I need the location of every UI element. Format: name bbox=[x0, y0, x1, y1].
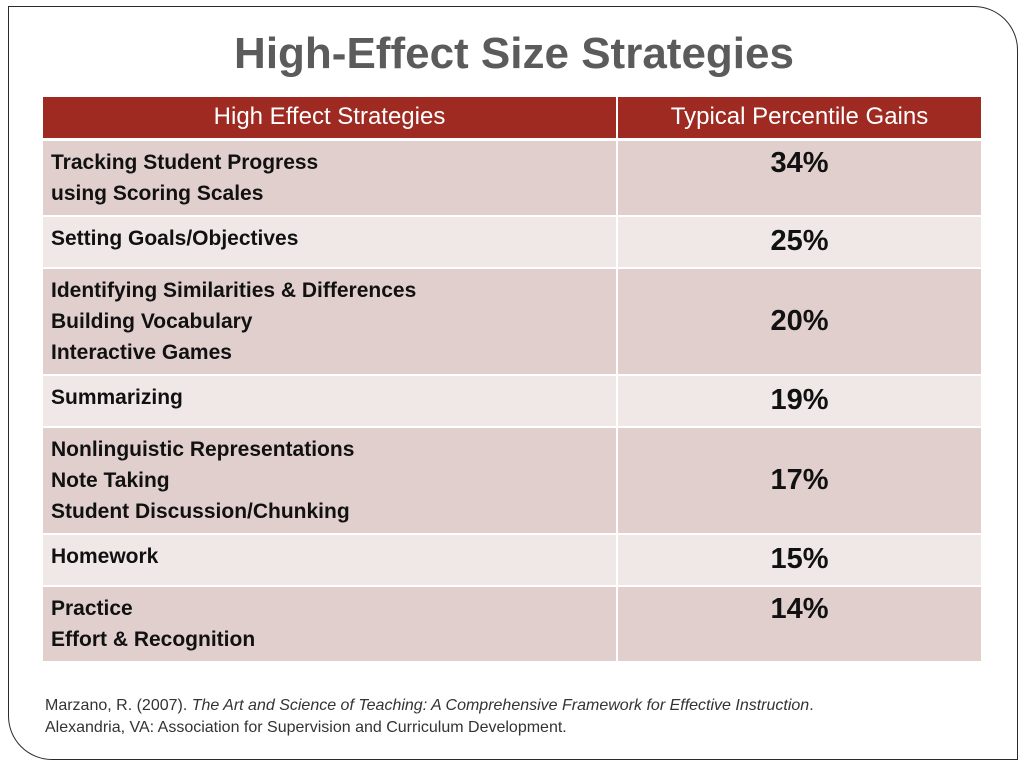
gain-cell: 17% bbox=[617, 425, 981, 534]
strategy-line: Note Taking bbox=[51, 468, 170, 492]
strategy-line: Nonlinguistic Representations bbox=[51, 437, 355, 461]
table-header-row: High Effect Strategies Typical Percentil… bbox=[43, 97, 981, 141]
table-row: Practice Effort & Recognition 14% bbox=[43, 584, 981, 661]
strategy-line: Effort & Recognition bbox=[51, 627, 256, 651]
strategy-line: Summarizing bbox=[51, 385, 183, 409]
strategy-line: Interactive Games bbox=[51, 340, 232, 364]
citation-author: Marzano, R. (2007). bbox=[45, 697, 192, 714]
slide-title: High-Effect Size Strategies bbox=[234, 29, 794, 78]
citation: Marzano, R. (2007). The Art and Science … bbox=[45, 695, 1005, 739]
table-row: Nonlinguistic Representations Note Takin… bbox=[43, 425, 981, 534]
strategy-line: Student Discussion/Chunking bbox=[51, 499, 350, 523]
table-row: Summarizing 19% bbox=[43, 373, 981, 427]
citation-after-work: . bbox=[809, 697, 814, 714]
gain-cell: 15% bbox=[617, 532, 981, 586]
gain-cell: 14% bbox=[617, 584, 981, 661]
gain-cell: 25% bbox=[617, 214, 981, 268]
strategy-line: Practice bbox=[51, 596, 133, 620]
citation-work: The Art and Science of Teaching: A Compr… bbox=[191, 697, 810, 714]
strategy-line: Building Vocabulary bbox=[51, 309, 253, 333]
header-gains: Typical Percentile Gains bbox=[617, 97, 981, 141]
gain-cell: 34% bbox=[617, 138, 981, 216]
strategy-line: Homework bbox=[51, 544, 159, 568]
strategy-cell: Homework bbox=[43, 532, 618, 586]
strategy-cell: Nonlinguistic Representations Note Takin… bbox=[43, 425, 618, 534]
strategies-table: High Effect Strategies Typical Percentil… bbox=[43, 97, 981, 661]
table-row: Identifying Similarities & Differences B… bbox=[43, 266, 981, 375]
strategy-line: using Scoring Scales bbox=[51, 181, 264, 205]
table-row: Homework 15% bbox=[43, 532, 981, 586]
strategy-line: Setting Goals/Objectives bbox=[51, 226, 299, 250]
citation-publisher: Alexandria, VA: Association for Supervis… bbox=[45, 719, 567, 736]
strategy-cell: Identifying Similarities & Differences B… bbox=[43, 266, 618, 375]
table-row: Setting Goals/Objectives 25% bbox=[43, 214, 981, 268]
strategy-line: Tracking Student Progress bbox=[51, 150, 319, 174]
strategy-cell: Practice Effort & Recognition bbox=[43, 584, 618, 661]
slide: High-Effect Size Strategies High Effect … bbox=[8, 6, 1018, 760]
strategy-cell: Tracking Student Progress using Scoring … bbox=[43, 138, 618, 216]
header-strategies: High Effect Strategies bbox=[43, 97, 618, 141]
strategy-cell: Setting Goals/Objectives bbox=[43, 214, 618, 268]
strategy-cell: Summarizing bbox=[43, 373, 618, 427]
table-row: Tracking Student Progress using Scoring … bbox=[43, 138, 981, 216]
strategy-line: Identifying Similarities & Differences bbox=[51, 278, 417, 302]
gain-cell: 19% bbox=[617, 373, 981, 427]
gain-cell: 20% bbox=[617, 266, 981, 375]
